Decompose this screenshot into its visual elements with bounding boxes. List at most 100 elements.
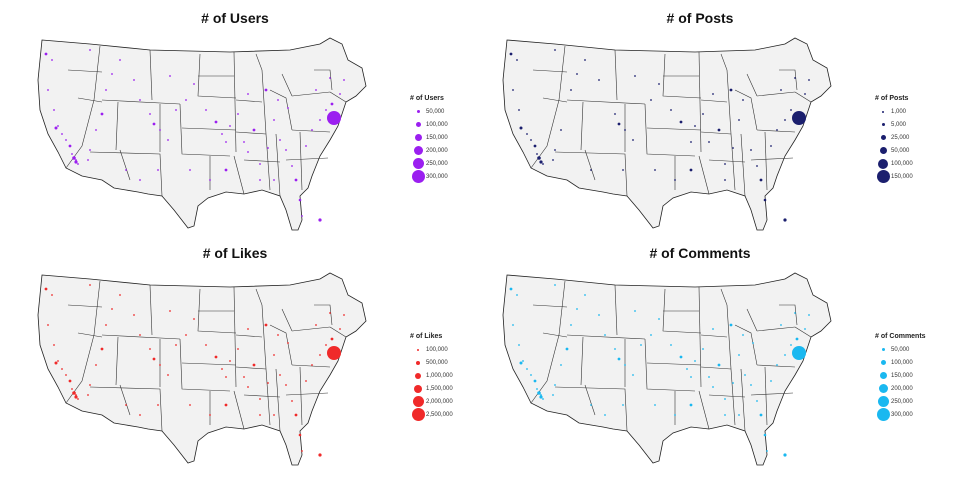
city-point [291, 400, 293, 402]
city-point [287, 342, 289, 344]
state-border [299, 131, 303, 191]
city-point [214, 120, 218, 124]
city-point [159, 364, 161, 366]
city-point [756, 165, 758, 167]
city-point [766, 450, 768, 452]
state-border [584, 149, 596, 181]
city-point [74, 395, 78, 399]
state-border [750, 392, 794, 396]
city-point [315, 324, 317, 326]
city-point [259, 163, 261, 165]
city-point [125, 169, 127, 171]
city-point [742, 99, 744, 101]
city-point [119, 59, 121, 61]
city-point [576, 308, 578, 310]
city-point [149, 113, 151, 115]
city-point [264, 323, 268, 327]
state-border [700, 99, 728, 103]
posts-map-title: # of Posts [666, 10, 734, 26]
state-border [281, 308, 293, 332]
city-point [518, 344, 520, 346]
city-point [259, 414, 261, 416]
city-point [750, 384, 752, 386]
city-point [658, 83, 660, 85]
state-border [700, 334, 728, 338]
city-point [277, 334, 279, 336]
city-point [44, 287, 48, 291]
state-border [708, 394, 746, 398]
city-point [139, 414, 141, 416]
city-point [570, 89, 572, 91]
users-legend-item: 100,000 [410, 118, 480, 131]
state-border [700, 366, 732, 370]
likes-us-map [37, 272, 367, 466]
posts-legend: # of Posts 1,000 5,000 25,000 50,000 100… [875, 95, 945, 183]
comments-legend-title: # of Comments [875, 333, 926, 340]
city-point [318, 453, 322, 457]
state-border [101, 334, 181, 340]
city-point [51, 59, 53, 61]
city-point [759, 413, 763, 417]
city-point [744, 374, 746, 376]
city-point [100, 112, 104, 116]
state-border [275, 133, 281, 197]
state-border [235, 334, 263, 338]
state-border [291, 129, 331, 133]
city-point [339, 93, 341, 95]
city-point [247, 151, 249, 153]
city-point [634, 75, 636, 77]
city-point [325, 109, 327, 111]
state-border [77, 332, 103, 338]
city-point [650, 99, 652, 101]
city-point [717, 363, 721, 367]
state-border [794, 326, 812, 338]
comments-map-panel: # of Comments # of Comments 50,000 100,0… [465, 235, 935, 470]
city-point [738, 119, 740, 121]
city-point [221, 133, 223, 135]
city-point [214, 355, 218, 359]
city-point [654, 169, 656, 171]
city-point [329, 312, 331, 314]
nyc-bubble [792, 111, 806, 125]
city-point [267, 382, 269, 384]
state-border [726, 304, 736, 426]
city-point [783, 453, 787, 457]
city-point [285, 149, 287, 151]
city-point [54, 126, 58, 130]
city-point [294, 178, 298, 182]
state-border [734, 324, 758, 366]
city-point [237, 113, 239, 115]
state-border [580, 101, 584, 151]
city-point [570, 324, 572, 326]
city-point [285, 384, 287, 386]
likes-legend-item: 1,000,000 [410, 369, 480, 382]
posts-legend-item: 1,000 [875, 105, 945, 118]
city-point [139, 99, 141, 101]
city-point [632, 139, 634, 141]
city-point [53, 109, 55, 111]
city-point [243, 141, 245, 143]
city-point [149, 348, 151, 350]
city-point [53, 344, 55, 346]
city-point [584, 59, 586, 61]
city-point [622, 169, 624, 171]
posts-legend-title: # of Posts [875, 95, 909, 102]
city-point [552, 394, 554, 396]
state-border [644, 338, 696, 392]
posts-legend-item: 100,000 [875, 157, 945, 170]
city-point [105, 324, 107, 326]
users-legend-item: 50,000 [410, 105, 480, 118]
city-point [89, 384, 91, 386]
city-point [702, 113, 704, 115]
state-border [233, 51, 237, 153]
city-point [752, 342, 754, 344]
city-point [243, 376, 245, 378]
city-point [617, 122, 621, 126]
city-point [690, 376, 692, 378]
state-border [532, 304, 568, 308]
state-border [119, 149, 131, 181]
city-point [68, 379, 72, 383]
city-point [273, 119, 275, 121]
state-border [197, 53, 237, 99]
city-point [339, 328, 341, 330]
